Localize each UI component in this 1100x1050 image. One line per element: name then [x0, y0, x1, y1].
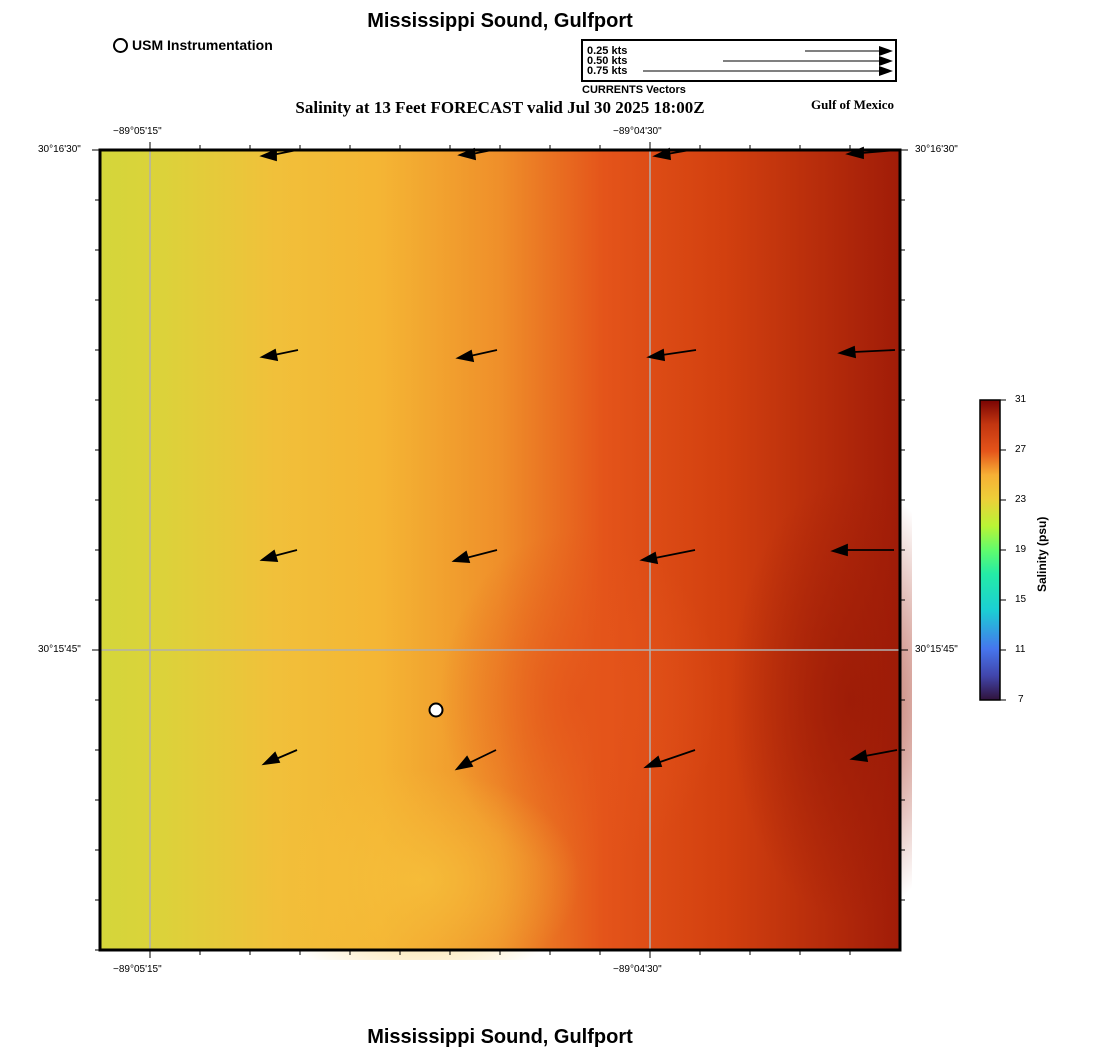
colorbar-tick-label: 27 [1015, 444, 1027, 455]
map-footer-title: Mississippi Sound, Gulfport [367, 1026, 633, 1048]
current-vector [454, 749, 497, 771]
current-vector [451, 549, 498, 563]
vector-scale-arrowhead-3 [879, 66, 893, 76]
colorbar-ticks [1000, 399, 1006, 701]
usm-station-marker [428, 702, 444, 718]
current-vector [261, 749, 298, 766]
lat-tick-label-right-1: 30°16'30" [915, 144, 958, 155]
colorbar-tick-label: 15 [1015, 594, 1027, 605]
colorbar-title: Salinity (psu) [1035, 516, 1049, 592]
current-vector [849, 749, 898, 763]
vector-scale-arrows [643, 46, 893, 76]
current-vectors [259, 146, 898, 771]
current-vector [639, 549, 696, 565]
current-vector [830, 543, 894, 557]
colorbar-tick-label: 23 [1015, 494, 1027, 505]
frame-ticks [92, 142, 908, 958]
salinity-map [92, 142, 912, 960]
vector-scale-arrowhead-1 [879, 46, 893, 56]
lon-tick-label-bottom-1: −89°05'15" [113, 964, 162, 975]
current-vector [845, 146, 898, 160]
lat-tick-label-right-2: 30°15'45" [915, 644, 958, 655]
current-vector [643, 749, 696, 769]
current-vector [259, 549, 298, 562]
vector-scale-label-1: 0.25 kts [587, 45, 628, 57]
vector-scale-arrowhead-2 [879, 56, 893, 66]
current-vector [455, 349, 498, 363]
map-title: Mississippi Sound, Gulfport [367, 10, 633, 32]
salinity-colorbar [979, 399, 1006, 701]
current-vector [837, 345, 896, 359]
lat-tick-label-left-2: 30°15'45" [38, 644, 81, 655]
current-vector [652, 147, 691, 161]
current-vector [259, 348, 299, 362]
colorbar-tick-label: 19 [1015, 544, 1027, 555]
station-marker-icon [113, 37, 128, 53]
salinity-low-zone [260, 770, 580, 960]
vector-scale-label-2: 0.50 kts [587, 55, 628, 67]
vector-scale-label-3: 0.75 kts [587, 65, 628, 77]
vector-scale-legend: 0.25 kts 0.50 kts 0.75 kts [581, 39, 897, 82]
current-vector [259, 148, 298, 162]
colorbar-tick-label: 7 [1018, 694, 1024, 705]
map-subtitle: Salinity at 13 Feet FORECAST valid Jul 3… [295, 98, 705, 117]
vector-scale-caption: CURRENTS Vectors [582, 84, 686, 96]
lon-tick-label-top-2: −89°04'30" [613, 126, 662, 137]
colorbar-tick-label: 31 [1015, 394, 1027, 405]
station-legend-label: USM Instrumentation [132, 37, 273, 53]
lon-tick-label-bottom-2: −89°04'30" [613, 964, 662, 975]
current-vector [646, 348, 697, 362]
current-vector [457, 147, 493, 161]
lon-tick-label-top-1: −89°05'15" [113, 126, 162, 137]
colorbar-scale [979, 399, 1001, 701]
colorbar-tick-label: 11 [1015, 644, 1026, 655]
lat-tick-label-left-1: 30°16'30" [38, 144, 81, 155]
salinity-high-zone [730, 480, 912, 920]
region-label: Gulf of Mexico [811, 97, 895, 112]
station-legend: USM Instrumentation [113, 37, 273, 53]
